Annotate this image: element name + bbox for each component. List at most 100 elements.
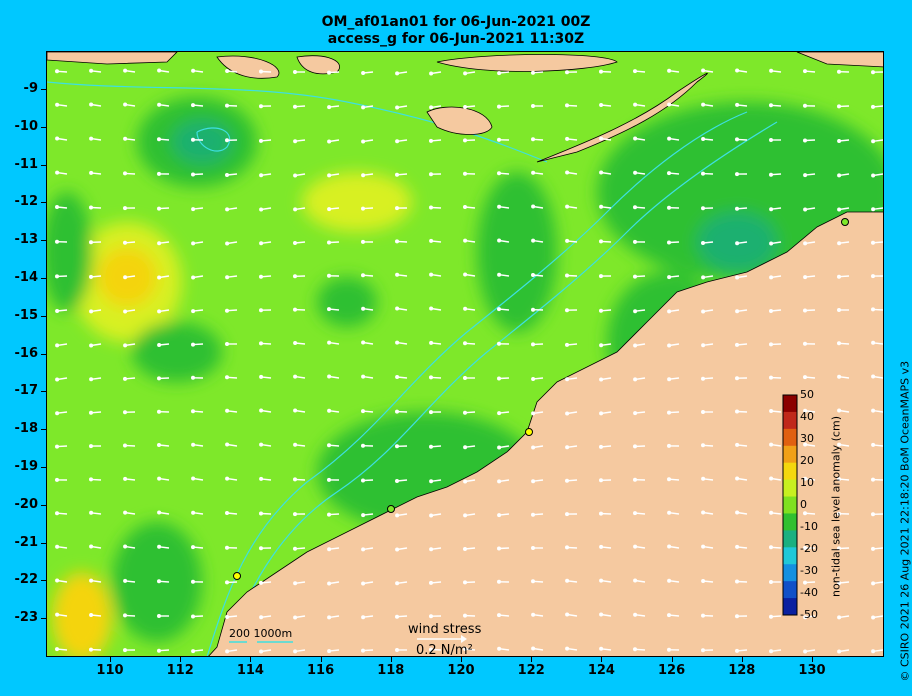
wind-arrow-head <box>837 308 842 313</box>
anomaly-high-southwest <box>52 572 112 656</box>
wind-arrow-head <box>463 71 468 76</box>
wind-arrow-head <box>667 171 672 176</box>
wind-arrow-head <box>735 241 740 246</box>
wind-arrow-head <box>190 614 195 619</box>
scale-legend-label: 200 1000m <box>229 627 293 640</box>
wind-arrow-head <box>803 241 808 246</box>
wind-arrow-head <box>395 648 400 653</box>
wind-arrow-head <box>292 477 297 482</box>
wind-arrow-head <box>463 613 468 618</box>
wind-arrow-head <box>769 275 774 280</box>
wind-arrow-head <box>599 204 604 209</box>
wind-arrow-head <box>361 581 366 586</box>
x-tick-label: 116 <box>307 663 335 678</box>
wind-arrow-head <box>735 544 740 549</box>
wind-arrow-head <box>701 136 706 141</box>
wind-arrow-head <box>565 170 570 175</box>
wind-arrow-head <box>803 476 808 481</box>
wind-arrow-head <box>599 103 604 108</box>
wind-arrow-head <box>429 340 434 345</box>
wind-arrow-head <box>429 547 434 552</box>
wind-arrow-head <box>89 510 94 515</box>
wind-arrow-head <box>156 376 161 381</box>
wind-arrow-head <box>123 510 128 515</box>
wind-arrow-head <box>803 103 808 108</box>
wind-arrow-head <box>497 546 502 551</box>
wind-arrow-head <box>633 136 638 141</box>
wind-arrow-head <box>735 409 740 414</box>
wind-arrow-head <box>667 309 672 314</box>
wind-arrow-head <box>225 207 230 212</box>
wind-arrow-head <box>463 238 468 243</box>
wind-arrow-head <box>837 581 842 586</box>
wind-arrow-head <box>565 136 570 141</box>
wind-arrow-head <box>225 69 230 74</box>
wind-arrow-head <box>54 274 59 279</box>
colorbar-tick-label: 10 <box>800 476 814 489</box>
wind-arrow-head <box>429 205 434 210</box>
wind-arrow-head <box>361 340 366 345</box>
wind-arrow-head <box>769 103 774 108</box>
wind-arrow-head <box>531 204 536 209</box>
wind-arrow-head <box>871 649 876 654</box>
x-tick-label: 118 <box>377 663 405 678</box>
wind-arrow-head <box>225 408 230 413</box>
island-northeast <box>796 52 883 68</box>
wind-arrow-head <box>633 309 638 314</box>
x-tick-mark <box>812 657 813 662</box>
wind-arrow-head <box>361 648 366 653</box>
wind-arrow-head <box>633 511 638 516</box>
wind-arrow-head <box>735 275 740 280</box>
y-tick-label: -20 <box>14 496 39 512</box>
y-tick-label: -13 <box>14 232 39 248</box>
wind-arrow-head <box>190 172 195 177</box>
wind-arrow-head <box>803 138 808 143</box>
wind-arrow-head <box>361 547 366 552</box>
wind-arrow-head <box>191 241 196 246</box>
y-tick-mark <box>41 504 46 506</box>
wind-arrow-head <box>327 273 332 278</box>
y-tick-mark <box>41 429 46 431</box>
wind-arrow-head <box>599 511 604 516</box>
wind-arrow-head <box>429 647 434 652</box>
colorbar-tick-label: -40 <box>800 586 818 599</box>
wind-arrow-head <box>89 240 94 245</box>
wind-arrow-head <box>735 614 740 619</box>
wind-arrow-head <box>803 580 808 585</box>
wind-arrow-head <box>55 170 60 175</box>
wind-arrow-head <box>54 239 59 244</box>
wind-arrow-head <box>54 647 59 652</box>
x-tick-label: 112 <box>166 663 194 678</box>
wind-arrow-head <box>667 240 672 245</box>
colorbar-swatch <box>783 428 797 447</box>
wind-arrow-head <box>55 578 60 583</box>
y-tick-label: -17 <box>14 383 39 399</box>
wind-arrow-head <box>157 510 162 515</box>
wind-arrow-head <box>633 377 638 382</box>
wind-arrow-head <box>224 545 229 550</box>
colorbar-swatch <box>783 462 797 481</box>
wind-arrow-head <box>89 444 94 449</box>
wind-arrow-head <box>667 102 672 107</box>
map-area[interactable] <box>46 51 884 657</box>
wind-arrow-head <box>701 309 706 314</box>
wind-arrow-head <box>735 342 740 347</box>
wind-arrow-head <box>190 375 195 380</box>
wind-arrow-head <box>871 173 876 178</box>
wind-arrow-head <box>55 309 60 314</box>
y-tick-mark <box>41 164 46 166</box>
wind-arrow-head <box>123 136 128 141</box>
wind-arrow-head <box>122 613 127 618</box>
wind-arrow-head <box>735 376 740 381</box>
wind-arrow-head <box>292 512 297 517</box>
wind-arrow-head <box>429 71 434 76</box>
wind-arrow-head <box>497 272 502 277</box>
wind-arrow-head <box>156 579 161 584</box>
wind-arrow-head <box>837 477 842 482</box>
y-tick-mark <box>41 240 46 242</box>
wind-arrow-head <box>225 615 230 620</box>
y-tick-label: -19 <box>14 459 39 474</box>
wind-arrow-head <box>361 173 366 178</box>
x-tick-label: 128 <box>728 663 756 678</box>
wind-arrow-head <box>191 68 196 73</box>
